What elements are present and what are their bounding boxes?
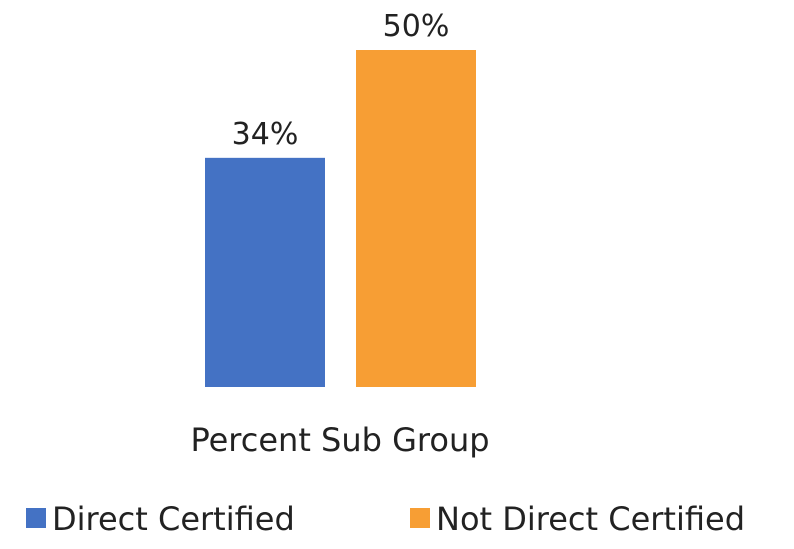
bar-not-direct-certified [356, 50, 476, 387]
data-labels-group: 34% 50% [232, 9, 450, 152]
legend-label-not-direct-certified: Not Direct Certified [436, 500, 745, 538]
bar-direct-certified [205, 157, 325, 387]
data-label-not-direct-certified: 50% [383, 9, 450, 44]
data-label-direct-certified: 34% [232, 117, 299, 152]
category-label: Percent Sub Group [190, 421, 489, 459]
legend-swatch-not-direct-certified [410, 508, 430, 528]
legend: Direct Certified Not Direct Certified [26, 500, 745, 538]
legend-swatch-direct-certified [26, 508, 46, 528]
bars-group [205, 50, 476, 387]
legend-label-direct-certified: Direct Certified [52, 500, 295, 538]
